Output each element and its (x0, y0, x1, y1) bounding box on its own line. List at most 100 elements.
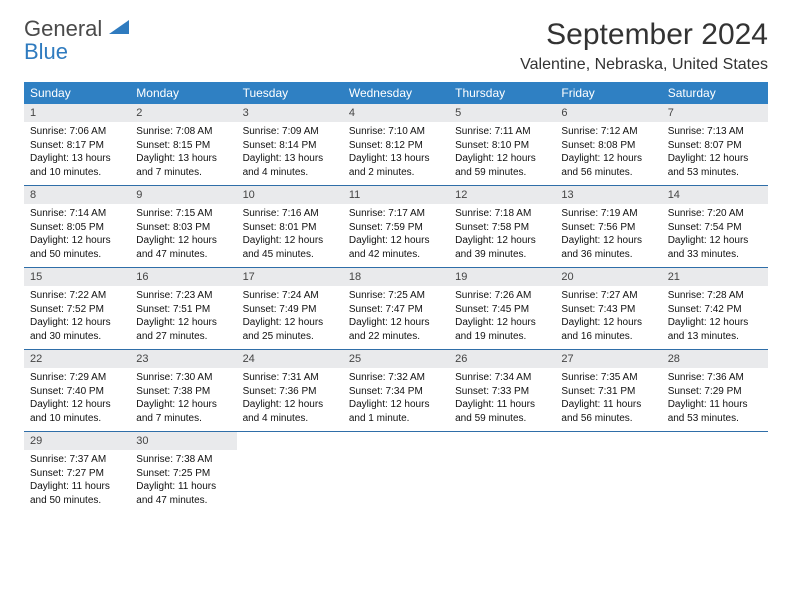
daylight-line: Daylight: 12 hours and 42 minutes. (349, 234, 443, 261)
day-number: 8 (24, 186, 130, 204)
day-details: Sunrise: 7:32 AMSunset: 7:34 PMDaylight:… (343, 368, 449, 431)
day-number: 21 (662, 268, 768, 286)
sunrise-line: Sunrise: 7:13 AM (668, 125, 762, 139)
calendar-day-cell: 14Sunrise: 7:20 AMSunset: 7:54 PMDayligh… (662, 186, 768, 268)
day-details: Sunrise: 7:15 AMSunset: 8:03 PMDaylight:… (130, 204, 236, 267)
day-details: Sunrise: 7:24 AMSunset: 7:49 PMDaylight:… (237, 286, 343, 349)
sunset-line: Sunset: 8:01 PM (243, 221, 337, 235)
sunrise-line: Sunrise: 7:35 AM (561, 371, 655, 385)
calendar-day-cell: 1Sunrise: 7:06 AMSunset: 8:17 PMDaylight… (24, 104, 130, 186)
sunrise-line: Sunrise: 7:08 AM (136, 125, 230, 139)
day-number: 20 (555, 268, 661, 286)
calendar-day-cell: 17Sunrise: 7:24 AMSunset: 7:49 PMDayligh… (237, 268, 343, 350)
sunrise-line: Sunrise: 7:06 AM (30, 125, 124, 139)
calendar-empty-cell (555, 432, 661, 514)
calendar-week-row: 22Sunrise: 7:29 AMSunset: 7:40 PMDayligh… (24, 350, 768, 432)
calendar-day-cell: 12Sunrise: 7:18 AMSunset: 7:58 PMDayligh… (449, 186, 555, 268)
sunrise-line: Sunrise: 7:24 AM (243, 289, 337, 303)
month-title: September 2024 (520, 18, 768, 52)
calendar-day-cell: 19Sunrise: 7:26 AMSunset: 7:45 PMDayligh… (449, 268, 555, 350)
weekday-header: Friday (555, 82, 661, 104)
sunset-line: Sunset: 7:42 PM (668, 303, 762, 317)
day-number: 28 (662, 350, 768, 368)
day-number: 30 (130, 432, 236, 450)
daylight-line: Daylight: 13 hours and 10 minutes. (30, 152, 124, 179)
sunset-line: Sunset: 8:05 PM (30, 221, 124, 235)
calendar-week-row: 15Sunrise: 7:22 AMSunset: 7:52 PMDayligh… (24, 268, 768, 350)
weekday-header: Monday (130, 82, 236, 104)
calendar-day-cell: 25Sunrise: 7:32 AMSunset: 7:34 PMDayligh… (343, 350, 449, 432)
logo: General Blue (24, 18, 129, 64)
sunset-line: Sunset: 8:07 PM (668, 139, 762, 153)
sunset-line: Sunset: 7:58 PM (455, 221, 549, 235)
daylight-line: Daylight: 12 hours and 39 minutes. (455, 234, 549, 261)
day-number: 16 (130, 268, 236, 286)
daylight-line: Daylight: 12 hours and 59 minutes. (455, 152, 549, 179)
calendar-day-cell: 7Sunrise: 7:13 AMSunset: 8:07 PMDaylight… (662, 104, 768, 186)
sunset-line: Sunset: 7:51 PM (136, 303, 230, 317)
calendar-empty-cell (237, 432, 343, 514)
calendar-day-cell: 9Sunrise: 7:15 AMSunset: 8:03 PMDaylight… (130, 186, 236, 268)
calendar-day-cell: 22Sunrise: 7:29 AMSunset: 7:40 PMDayligh… (24, 350, 130, 432)
sunset-line: Sunset: 7:29 PM (668, 385, 762, 399)
day-number: 17 (237, 268, 343, 286)
calendar-empty-cell (662, 432, 768, 514)
daylight-line: Daylight: 12 hours and 30 minutes. (30, 316, 124, 343)
sunset-line: Sunset: 7:56 PM (561, 221, 655, 235)
sunrise-line: Sunrise: 7:36 AM (668, 371, 762, 385)
sunset-line: Sunset: 8:03 PM (136, 221, 230, 235)
calendar-day-cell: 21Sunrise: 7:28 AMSunset: 7:42 PMDayligh… (662, 268, 768, 350)
sunrise-line: Sunrise: 7:25 AM (349, 289, 443, 303)
sunset-line: Sunset: 8:10 PM (455, 139, 549, 153)
calendar-day-cell: 20Sunrise: 7:27 AMSunset: 7:43 PMDayligh… (555, 268, 661, 350)
day-number: 15 (24, 268, 130, 286)
daylight-line: Daylight: 12 hours and 50 minutes. (30, 234, 124, 261)
day-number: 11 (343, 186, 449, 204)
day-details: Sunrise: 7:28 AMSunset: 7:42 PMDaylight:… (662, 286, 768, 349)
sunrise-line: Sunrise: 7:29 AM (30, 371, 124, 385)
location: Valentine, Nebraska, United States (520, 56, 768, 74)
sunset-line: Sunset: 7:31 PM (561, 385, 655, 399)
sunset-line: Sunset: 7:40 PM (30, 385, 124, 399)
calendar-day-cell: 13Sunrise: 7:19 AMSunset: 7:56 PMDayligh… (555, 186, 661, 268)
daylight-line: Daylight: 12 hours and 10 minutes. (30, 398, 124, 425)
calendar-day-cell: 5Sunrise: 7:11 AMSunset: 8:10 PMDaylight… (449, 104, 555, 186)
calendar-table: SundayMondayTuesdayWednesdayThursdayFrid… (24, 82, 768, 513)
sunrise-line: Sunrise: 7:09 AM (243, 125, 337, 139)
day-details: Sunrise: 7:11 AMSunset: 8:10 PMDaylight:… (449, 122, 555, 185)
day-number: 25 (343, 350, 449, 368)
calendar-day-cell: 6Sunrise: 7:12 AMSunset: 8:08 PMDaylight… (555, 104, 661, 186)
header: General Blue September 2024 Valentine, N… (24, 18, 768, 74)
daylight-line: Daylight: 12 hours and 56 minutes. (561, 152, 655, 179)
day-number: 19 (449, 268, 555, 286)
day-number: 5 (449, 104, 555, 122)
daylight-line: Daylight: 12 hours and 47 minutes. (136, 234, 230, 261)
day-details: Sunrise: 7:13 AMSunset: 8:07 PMDaylight:… (662, 122, 768, 185)
daylight-line: Daylight: 12 hours and 4 minutes. (243, 398, 337, 425)
day-details: Sunrise: 7:23 AMSunset: 7:51 PMDaylight:… (130, 286, 236, 349)
sunset-line: Sunset: 7:47 PM (349, 303, 443, 317)
calendar-day-cell: 28Sunrise: 7:36 AMSunset: 7:29 PMDayligh… (662, 350, 768, 432)
calendar-day-cell: 18Sunrise: 7:25 AMSunset: 7:47 PMDayligh… (343, 268, 449, 350)
day-details: Sunrise: 7:30 AMSunset: 7:38 PMDaylight:… (130, 368, 236, 431)
sunrise-line: Sunrise: 7:38 AM (136, 453, 230, 467)
calendar-day-cell: 2Sunrise: 7:08 AMSunset: 8:15 PMDaylight… (130, 104, 236, 186)
sunrise-line: Sunrise: 7:22 AM (30, 289, 124, 303)
day-details: Sunrise: 7:12 AMSunset: 8:08 PMDaylight:… (555, 122, 661, 185)
sunset-line: Sunset: 7:33 PM (455, 385, 549, 399)
daylight-line: Daylight: 11 hours and 56 minutes. (561, 398, 655, 425)
daylight-line: Daylight: 12 hours and 45 minutes. (243, 234, 337, 261)
weekday-header: Tuesday (237, 82, 343, 104)
weekday-header: Thursday (449, 82, 555, 104)
calendar-day-cell: 26Sunrise: 7:34 AMSunset: 7:33 PMDayligh… (449, 350, 555, 432)
sunrise-line: Sunrise: 7:18 AM (455, 207, 549, 221)
sunrise-line: Sunrise: 7:17 AM (349, 207, 443, 221)
day-details: Sunrise: 7:35 AMSunset: 7:31 PMDaylight:… (555, 368, 661, 431)
day-details: Sunrise: 7:20 AMSunset: 7:54 PMDaylight:… (662, 204, 768, 267)
calendar-day-cell: 15Sunrise: 7:22 AMSunset: 7:52 PMDayligh… (24, 268, 130, 350)
day-number: 3 (237, 104, 343, 122)
day-details: Sunrise: 7:31 AMSunset: 7:36 PMDaylight:… (237, 368, 343, 431)
sunrise-line: Sunrise: 7:32 AM (349, 371, 443, 385)
day-number: 7 (662, 104, 768, 122)
daylight-line: Daylight: 12 hours and 36 minutes. (561, 234, 655, 261)
